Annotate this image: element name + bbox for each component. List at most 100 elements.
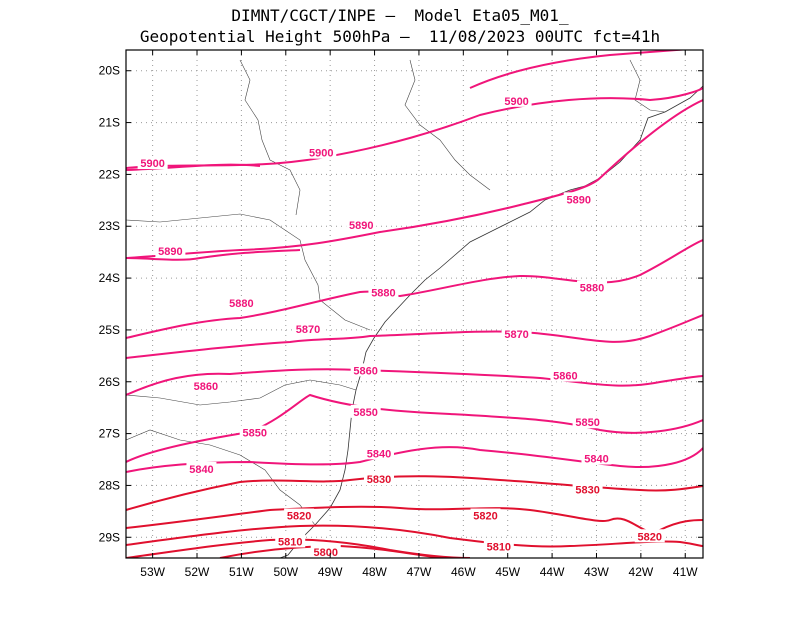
contour-label-bg [137,156,168,170]
contour-label-bg [346,218,377,232]
contour-label: 5850 [242,428,266,440]
x-tick-label: 49W [318,565,343,579]
contour-label-bg [275,534,306,548]
x-tick-label: 43W [584,565,609,579]
x-tick-label: 51W [229,565,254,579]
contour-line [126,475,703,511]
contour-label: 5890 [158,246,182,258]
contour-label-bg [501,93,532,107]
contour-label-bg [572,482,603,496]
contour-label-bg [292,321,323,335]
x-tick-label: 52W [185,565,210,579]
contour-label: 5900 [504,96,528,108]
contour-label: 5870 [296,324,320,336]
contour-line [126,87,703,169]
contour-label: 5850 [575,417,599,429]
contour-label: 5810 [487,542,511,554]
x-tick-label: 41W [673,565,698,579]
contour-label-bg [306,145,337,159]
x-tick-label: 45W [495,565,520,579]
contour-label: 5900 [140,158,164,170]
contour-line [126,249,301,261]
contour-label: 5840 [584,454,608,466]
contour-label-bg [577,280,608,294]
contour-line [469,50,690,89]
x-tick-label: 46W [451,565,476,579]
y-tick-label: 20S [99,64,120,78]
contour-label: 5820 [637,531,661,543]
contour-label-bg [483,539,514,553]
y-tick-label: 22S [99,167,120,181]
contour-label: 5880 [371,288,395,300]
contour-label-bg [634,529,665,543]
contour-label-bg [310,544,341,558]
contour-line [126,99,703,259]
map-layer: 5900 5900 5900 5890 5890 5890 5880 5880 5880 5870… [126,50,703,559]
contour-line [126,446,703,473]
contour-label: 5890 [349,220,373,232]
contour-label-bg [350,363,381,377]
plot-frame [125,49,704,559]
contour-label-bg [572,415,603,429]
contour-label-bg [368,285,399,299]
contour-label-bg [155,244,186,258]
contour-label-bg [239,425,270,439]
lat-lon-grid [126,50,703,558]
contour-label-bg [226,296,257,309]
axes: 53W 52W 51W 50W 49W 48W 47W 46W 45W 44W 43W 42W 41W 2… [99,50,703,579]
x-tick-label: 42W [629,565,654,579]
x-tick-label: 48W [362,565,387,579]
contour-line [126,239,703,339]
coastline [279,85,703,558]
contour-line [126,314,703,359]
contour-label: 5880 [580,282,604,294]
y-tick-label: 24S [99,271,120,285]
contour-lines [126,50,703,558]
contour-labels: 5900 5900 5900 5890 5890 5890 5880 5880 5880 5870… [137,93,665,559]
x-tick-label: 44W [540,565,565,579]
y-tick-label: 25S [99,323,120,337]
y-tick-label: 21S [99,116,120,130]
contour-label: 5890 [566,194,590,206]
x-tick-label: 50W [273,565,298,579]
contour-label: 5810 [278,536,302,548]
contour-label-bg [550,368,581,382]
contour-line [126,524,703,548]
y-tick-label: 28S [99,478,120,492]
contour-label-bg [186,461,217,475]
contour-label: 5830 [575,485,599,497]
contour-label: 5820 [473,511,497,523]
contour-line [126,163,261,171]
contour-label: 5800 [313,547,337,559]
contour-line [126,505,703,534]
contour-label-bg [581,451,612,465]
y-tick-label: 29S [99,530,120,544]
x-tick-label: 53W [140,565,165,579]
contour-label-bg [563,192,594,206]
contour-label: 5840 [367,448,391,460]
chart-title-line1: DIMNT/CGCT/INPE – Model Eta05_M01_ [231,6,569,25]
contour-label-bg [190,378,221,392]
contour-label: 5870 [504,329,528,341]
chart-title-line2: Geopotential Height 500hPa – 11/08/2023 … [139,27,661,46]
contour-label-bg [363,446,394,460]
contour-label: 5860 [353,365,377,377]
contour-label: 5860 [194,381,218,393]
contour-line [126,393,703,463]
y-tick-label: 27S [99,427,120,441]
contour-label: 5840 [189,464,213,476]
contour-label: 5900 [309,148,333,160]
contour-label: 5860 [553,371,577,383]
contour-line [126,368,703,396]
contour-label: 5820 [287,511,311,523]
contour-label: 5830 [367,474,391,486]
contour-label-bg [470,508,501,522]
contour-label-bg [350,404,381,418]
contour-label: 5880 [229,298,253,310]
x-tick-label: 47W [407,565,432,579]
contour-label-bg [501,327,532,341]
y-tick-label: 23S [99,219,120,233]
contour-label-bg [284,508,315,522]
contour-label: 5850 [353,407,377,419]
